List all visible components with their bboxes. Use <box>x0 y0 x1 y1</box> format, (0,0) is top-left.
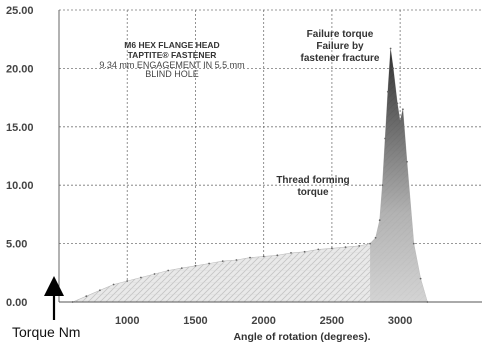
data-point <box>399 120 401 122</box>
data-point <box>396 102 399 105</box>
data-point <box>194 264 197 267</box>
y-tick-label: 20.00 <box>6 63 34 75</box>
fastener-detail-line-2: BLIND HOLE <box>145 69 199 79</box>
data-point <box>167 269 170 272</box>
x-tick-label: 1500 <box>183 315 207 327</box>
failure-label-line-3: fastener fracture <box>301 53 380 64</box>
data-point <box>386 90 389 93</box>
failure-label-line-2: Failure by <box>316 41 364 52</box>
y-tick-label: 0.00 <box>6 297 27 309</box>
axes <box>58 10 482 303</box>
data-point <box>262 255 265 258</box>
thread-forming-label-line-2: torque <box>297 187 329 198</box>
failure-peak-fill <box>370 48 428 302</box>
x-tick-label: 2500 <box>320 315 344 327</box>
y-tick-label: 10.00 <box>6 180 34 192</box>
data-point <box>303 250 306 253</box>
data-point <box>140 276 142 279</box>
data-point <box>402 108 404 111</box>
thread-forming-label-line-1: Thread forming <box>276 175 349 186</box>
data-point <box>112 283 115 286</box>
data-point <box>389 47 392 50</box>
y-tick-label: 25.00 <box>6 5 34 17</box>
data-point <box>384 137 386 140</box>
data-point <box>153 273 156 275</box>
data-point <box>331 247 333 250</box>
data-point <box>374 236 377 239</box>
y-tick-label: 15.00 <box>6 122 34 134</box>
torque-area <box>71 47 429 303</box>
y-axis-ticks: 0.00 5.00 10.00 15.00 20.00 25.00 <box>6 5 34 309</box>
data-point <box>249 256 251 259</box>
data-point <box>290 252 292 254</box>
data-point <box>392 67 395 70</box>
y-tick-label: 5.00 <box>6 239 27 251</box>
data-point <box>85 295 88 298</box>
fastener-detail-line-1: 9.34 mm ENGAGEMENT IN 5.5 mm <box>99 60 244 70</box>
data-point <box>419 277 422 280</box>
x-tick-label: 3000 <box>388 315 412 327</box>
failure-label-line-1: Failure torque <box>307 29 374 40</box>
data-point <box>276 254 279 257</box>
fastener-title-line-1: M6 HEX FLANGE HEAD <box>124 40 219 50</box>
data-point <box>221 260 224 262</box>
fastener-title-line-2: TAPTITE® FASTENER <box>128 50 217 60</box>
y-axis-arrow <box>44 276 64 320</box>
data-point <box>180 267 183 269</box>
data-point <box>126 280 129 282</box>
x-axis-label: Angle of rotation (degrees). <box>233 331 370 343</box>
data-point <box>406 160 408 163</box>
data-point <box>317 248 320 251</box>
x-tick-label: 1000 <box>115 315 139 327</box>
data-point <box>99 289 101 292</box>
data-point <box>369 242 371 245</box>
data-point <box>344 246 347 249</box>
x-tick-label: 2000 <box>251 315 275 327</box>
data-point <box>358 245 361 247</box>
data-point <box>378 219 381 222</box>
data-point <box>412 242 415 245</box>
data-point <box>381 184 384 187</box>
data-point <box>235 259 238 261</box>
data-point <box>208 262 211 265</box>
y-axis-label: Torque Nm <box>12 324 80 340</box>
x-axis-ticks: 1000 1500 2000 2500 3000 <box>115 315 412 327</box>
